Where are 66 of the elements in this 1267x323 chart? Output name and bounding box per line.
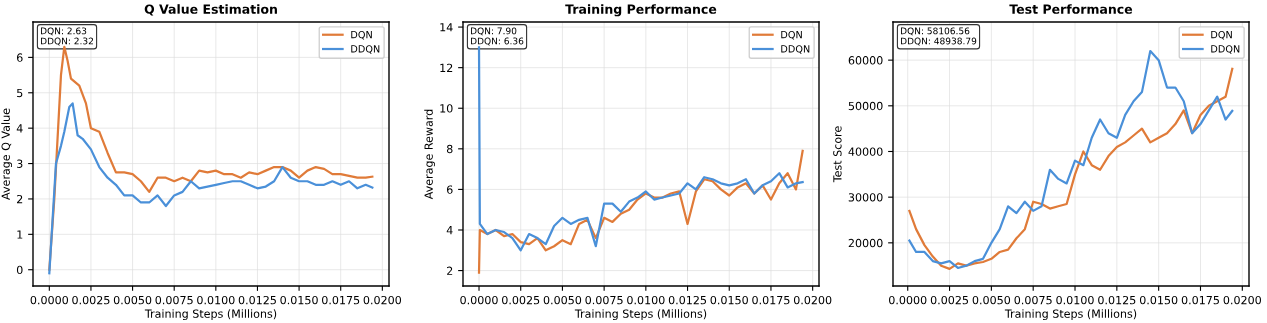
x-tick-label: 0.0200 [1223,295,1262,305]
x-tick-label: 0.0050 [543,295,582,305]
x-tick-label: 0.0000 [30,295,69,305]
x-tick-label: 0.0050 [113,295,152,305]
y-tick-label: 1 [17,230,23,239]
x-tick-label: 0.0075 [585,295,623,305]
x-tick-label: 0.0075 [1014,295,1052,305]
y-tick-label: 10 [440,104,453,113]
y-tick-label: 2 [447,266,453,275]
y-tick-label: 6 [16,53,23,62]
x-tick-label: 0.0100 [197,295,235,305]
x-tick-label: 0.0050 [972,295,1011,305]
x-tick-label: 0.0125 [1098,295,1136,305]
x-tick-label: 0.0200 [363,295,402,305]
x-tick-label: 0.0200 [793,295,832,305]
y-tick-label: 30000 [848,193,883,202]
x-tick-label: 0.0175 [322,295,360,305]
x-tick-label: 0.0175 [752,295,790,305]
y-axis-title: Average Q Value [1,108,13,200]
y-tick-label: 40000 [848,147,883,156]
y-tick-label: 4 [446,226,453,235]
y-tick-label: 60000 [848,56,883,65]
y-tick-label: 5 [17,88,23,98]
legend-label: DDQN [1211,45,1240,54]
y-axis-title: Average Reward [424,109,435,200]
y-tick-label: 0 [16,265,23,275]
x-axis-title: Training Steps (Millions) [144,309,277,321]
x-tick-label: 0.0025 [930,295,969,305]
annotation: DQN: 2.63 DDQN: 2.32 [41,27,93,46]
y-axis-title: Test Score [833,126,842,183]
chart-title: Test Performance [1009,4,1133,14]
y-tick-label: 8 [446,144,453,154]
legend-label: DDQN [351,45,380,54]
x-axis-title: Training Steps (Millions) [574,309,707,321]
x-tick-label: 0.0175 [1181,295,1219,305]
x-axis-title: Training Steps (Millions) [1004,309,1137,321]
x-tick-label: 0.0100 [1056,295,1094,305]
y-tick-label: 20000 [848,238,883,248]
y-tick-label: 4 [16,124,23,133]
y-tick-label: 12 [440,63,453,72]
legend-label: DQN [1211,30,1232,40]
x-tick-label: 0.0000 [460,295,498,305]
x-tick-label: 0.0075 [155,295,193,305]
chart-title: Q Value Estimation [144,4,277,16]
chart-title: Training Performance [565,4,717,17]
x-tick-label: 0.0125 [668,295,707,305]
line-series [48,102,374,275]
legend-label: DDQN [781,45,810,54]
x-tick-label: 0.0125 [238,295,276,305]
annotation: DQN: 7.90 DDQN: 6.36 [471,27,524,46]
x-tick-label: 0.0025 [502,295,540,305]
annotation: DQN: 58106.56 DDQN: 48938.79 [901,27,977,46]
x-tick-label: 0.0000 [889,295,927,305]
x-tick-label: 0.0150 [280,295,318,305]
x-tick-label: 0.0150 [1139,295,1178,305]
y-tick-label: 2 [17,194,23,204]
x-tick-label: 0.0100 [627,295,665,305]
y-tick-label: 14 [440,23,453,32]
x-tick-label: 0.0025 [72,295,110,305]
line-series [477,149,804,274]
x-tick-label: 0.0150 [710,295,748,305]
legend-label: DQN [781,30,802,40]
y-tick-label: 50000 [848,101,883,111]
legend-label: DQN [351,30,372,40]
y-tick-label: 6 [446,185,453,194]
y-tick-label: 3 [17,159,23,168]
